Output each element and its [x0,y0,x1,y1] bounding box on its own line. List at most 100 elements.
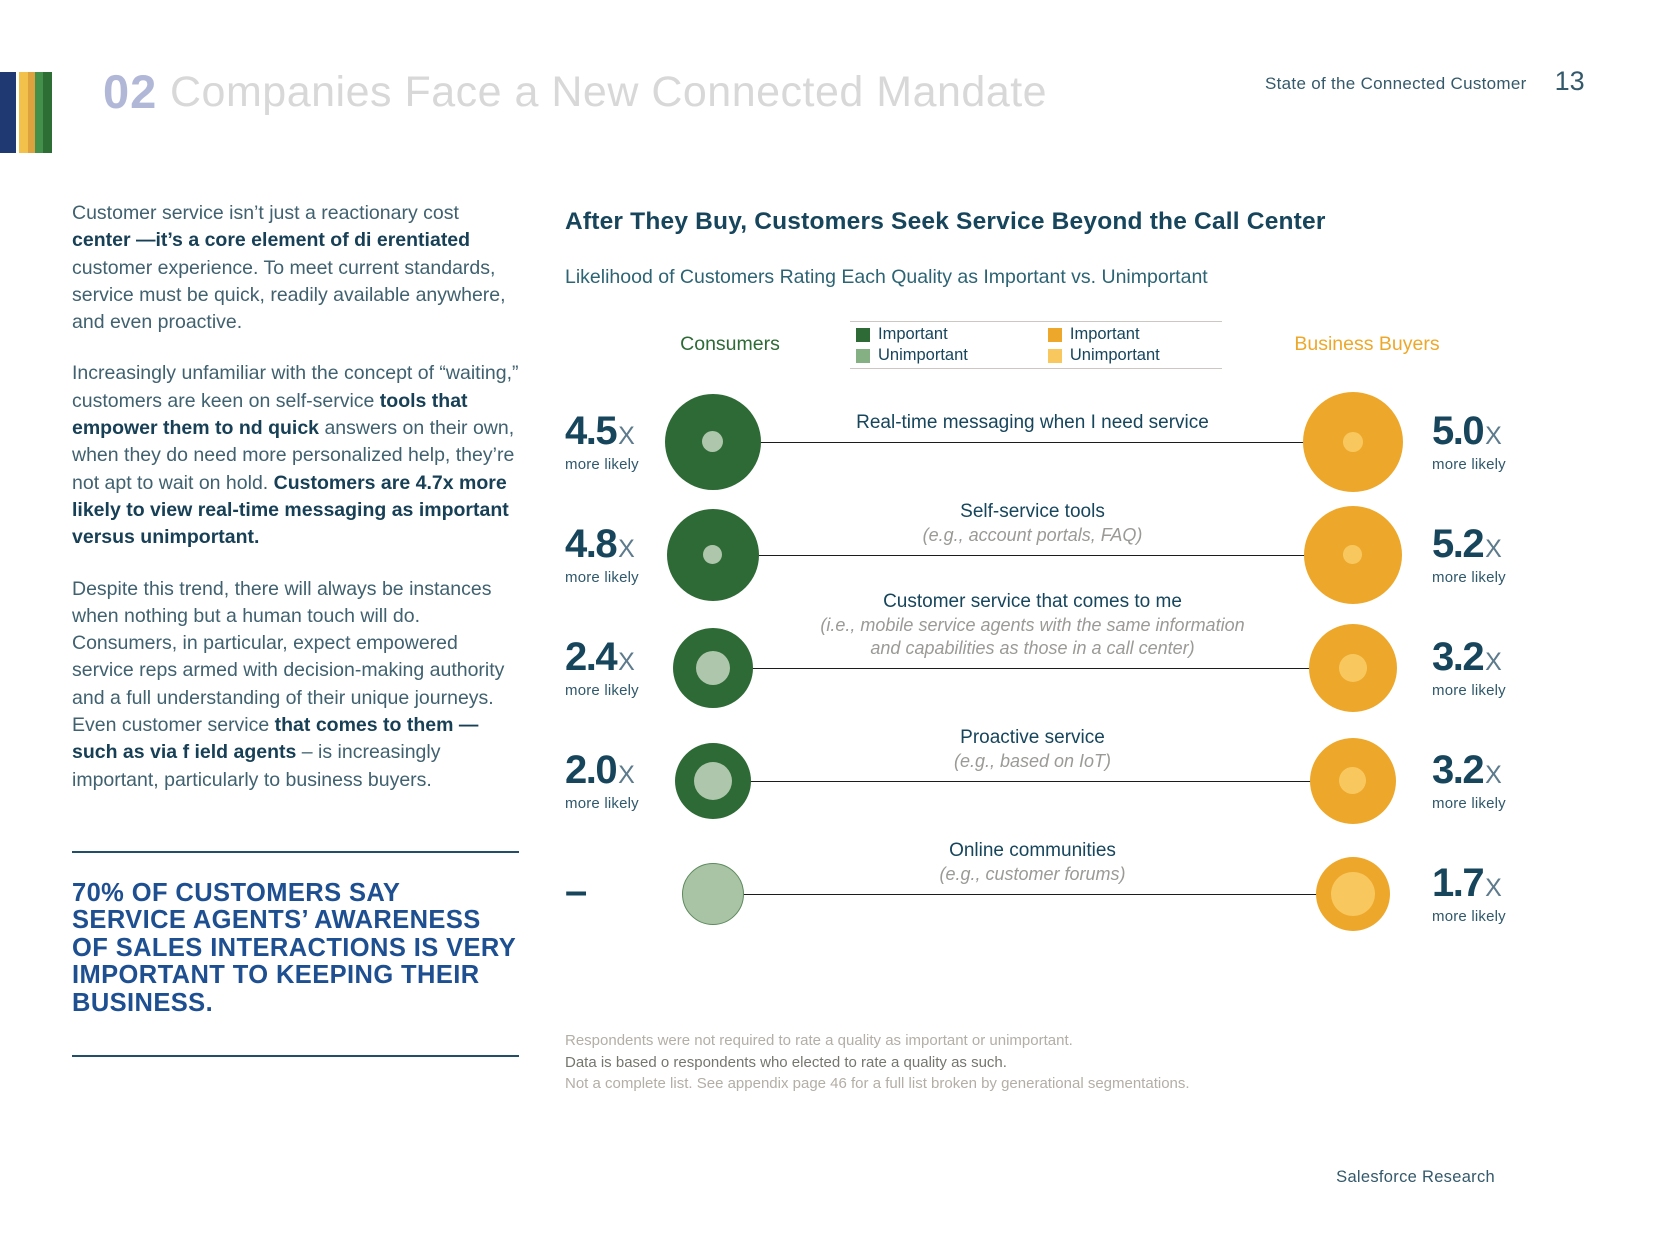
legend-label: Unimportant [878,346,968,364]
footnote: Respondents were not required to rate a … [565,1032,1073,1049]
buyer-bubble [1303,505,1402,604]
x-suffix: X [618,534,635,563]
consumer-multiplier: 4.5X more likely [565,411,655,473]
more-likely-label: more likely [1432,455,1506,473]
inner-circle [1330,871,1375,916]
buyer-multiplier: 3.2X more likely [1410,637,1600,699]
connector-line [740,893,1325,895]
quality-connector: Online communities (e.g., customer forum… [740,837,1325,950]
multiplier-value: 4.8X [565,521,635,566]
business-buyers-column-label: Business Buyers [1294,333,1440,355]
more-likely-label: more likely [565,568,639,586]
inner-circle [1338,653,1367,682]
buyer-bubble [1308,623,1397,712]
consumer-multiplier: 4.8X more likely [565,524,655,586]
quality-label: Online communities (e.g., customer forum… [740,839,1325,887]
consumer-multiplier: 2.4X more likely [565,637,655,699]
inner-circle [703,545,722,564]
quality-title: Self-service tools [960,501,1105,522]
buyer-multiplier: 3.2X more likely [1410,750,1600,812]
consumer-circle-zone [655,393,770,490]
buyer-bubble [1315,856,1390,931]
paragraph: Customer service isn’t just a reactionar… [72,202,506,334]
page-title: Companies Face a New Connected Mandate [170,68,1048,116]
chart-title: After They Buy, Customers Seek Service B… [565,208,1326,235]
buyer-multiplier: 1.7X more likely [1410,863,1600,925]
legend-item: Unimportant [1047,346,1160,365]
quality-subtitle: (e.g., account portals, FAQ) [922,525,1143,545]
inner-circle [693,761,732,800]
quality-subtitle: (i.e., mobile service agents with the sa… [820,614,1245,635]
buyer-bubble [1302,391,1403,492]
buyer-circle-zone [1295,623,1410,712]
chart-footnotes: Respondents were not required to rate a … [565,1030,1600,1095]
quality-title: Online communities [949,840,1116,861]
consumer-bubble [681,862,744,925]
footnote: Not a complete list. See appendix page 4… [565,1075,1190,1092]
chart-row: – Online communities (e.g., customer for… [565,837,1600,950]
inner-circle [695,650,730,685]
x-suffix: X [1485,647,1502,676]
quality-title: Customer service that comes to me [883,590,1182,612]
chart-legend: Consumers Important Unimportant Impo [565,321,1600,369]
research-credit: Salesforce Research [1336,1168,1495,1186]
consumer-circle-zone [655,508,770,601]
chart-subtitle: Likelihood of Customers Rating Each Qual… [565,266,1208,288]
chart-row: 4.8X more likely Self-service tools (e.g… [565,498,1600,611]
quality-title: Real-time messaging when I need service [856,411,1209,433]
chart-section: After They Buy, Customers Seek Service B… [565,200,1600,1095]
stripe-gold [28,72,35,153]
quality-subtitle: and capabilities as those in a call cent… [870,638,1195,658]
multiplier-value: 1.7X [1432,860,1502,905]
x-suffix: X [618,421,635,450]
consumer-circle-zone [655,862,770,925]
footnote: Data is based o respondents who elected … [565,1053,1007,1071]
section-number: 02 [103,65,158,118]
more-likely-label: more likely [565,455,639,473]
page-number: 13 [1554,66,1585,96]
header-right: State of the Connected Customer 13 [1265,66,1585,97]
body-text-column: Customer service isn’t just a reactionar… [72,200,519,1058]
legend-item: Unimportant [856,346,968,365]
quality-title: Proactive service [960,727,1105,748]
stripe-navy [0,72,16,153]
multiplier-value: 2.0X [565,747,635,792]
legend-label: Unimportant [1069,346,1160,364]
x-suffix: X [618,647,635,676]
buyer-bubble [1309,737,1396,824]
multiplier-value: 3.2X [1432,634,1502,679]
consumer-bubble [664,393,761,490]
x-suffix: X [618,760,635,789]
inner-circle [1343,545,1362,564]
divider-line [72,850,519,853]
more-likely-label: more likely [1432,681,1506,699]
consumer-bubble [666,508,759,601]
consumer-circle-zone [655,742,770,819]
stripe-green [35,72,43,153]
multiplier-value: 5.0X [1432,408,1502,453]
quality-label: Real-time messaging when I need service [740,411,1325,435]
connector-line [740,667,1325,669]
buyer-circle-zone [1295,737,1410,824]
legend-label: Important [1069,325,1140,343]
quality-label: Self-service tools (e.g., account portal… [740,500,1325,548]
report-name: State of the Connected Customer [1265,74,1527,93]
consumer-bubble [674,742,751,819]
chart-row: 2.4X more likely Customer service that c… [565,591,1600,724]
chart-row: 4.5X more likely Real-time messaging whe… [565,385,1600,498]
quality-connector: Self-service tools (e.g., account portal… [740,498,1325,611]
more-likely-label: more likely [1432,907,1506,925]
buyer-circle-zone [1295,856,1410,931]
inner-circle [702,431,723,452]
consumers-column-label: Consumers [680,333,780,355]
legend-swatch-green-dark [856,327,870,342]
chart-row: 2.0X more likely Proactive service (e.g.… [565,724,1600,837]
divider-line [72,1055,519,1058]
multiplier-value: 3.2X [1432,747,1502,792]
more-likely-label: more likely [565,681,639,699]
x-suffix: X [1485,421,1502,450]
legend-label: Important [878,325,948,343]
more-likely-label: more likely [1432,794,1506,812]
connector-line [740,780,1325,782]
